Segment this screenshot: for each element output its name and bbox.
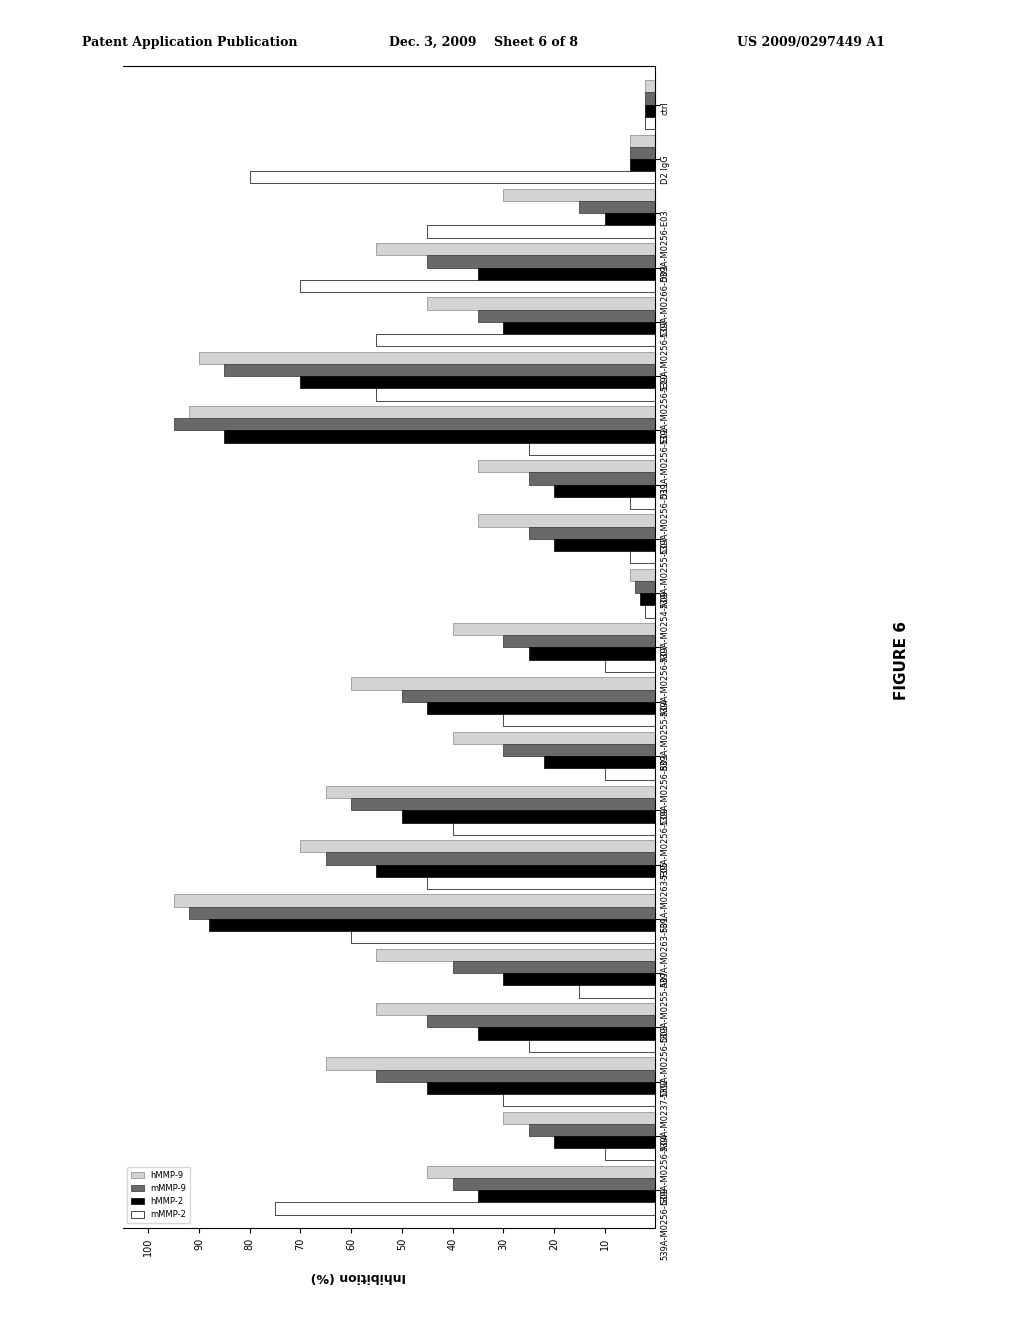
Bar: [188, 907, 655, 919]
Bar: [604, 660, 655, 672]
Bar: [503, 973, 655, 985]
Bar: [503, 744, 655, 756]
Bar: [351, 677, 655, 689]
Bar: [377, 388, 655, 400]
Bar: [554, 484, 655, 496]
Bar: [645, 104, 655, 117]
Bar: [528, 473, 655, 484]
Bar: [604, 214, 655, 226]
Bar: [453, 623, 655, 635]
Bar: [528, 1040, 655, 1052]
Bar: [427, 1015, 655, 1027]
Bar: [326, 1057, 655, 1069]
Bar: [528, 527, 655, 539]
Bar: [544, 756, 655, 768]
Bar: [427, 876, 655, 890]
Bar: [478, 268, 655, 280]
Bar: [478, 515, 655, 527]
Bar: [630, 147, 655, 158]
Bar: [351, 799, 655, 810]
Bar: [224, 364, 655, 376]
Bar: [427, 1081, 655, 1094]
Bar: [503, 714, 655, 726]
Bar: [224, 430, 655, 442]
Bar: [401, 810, 655, 822]
Bar: [580, 985, 655, 998]
Bar: [377, 949, 655, 961]
Bar: [199, 351, 655, 364]
Bar: [300, 280, 655, 292]
Bar: [209, 919, 655, 931]
Legend: hMMP-9, mMMP-9, hMMP-2, mMMP-2: hMMP-9, mMMP-9, hMMP-2, mMMP-2: [127, 1167, 190, 1224]
Bar: [453, 731, 655, 744]
Bar: [427, 1166, 655, 1177]
Bar: [478, 1191, 655, 1203]
Bar: [503, 189, 655, 201]
Bar: [630, 552, 655, 564]
Text: Dec. 3, 2009    Sheet 6 of 8: Dec. 3, 2009 Sheet 6 of 8: [389, 36, 579, 49]
Bar: [528, 1123, 655, 1137]
Bar: [640, 593, 655, 606]
Bar: [377, 334, 655, 346]
Bar: [503, 322, 655, 334]
Text: US 2009/0297449 A1: US 2009/0297449 A1: [737, 36, 885, 49]
Bar: [453, 961, 655, 973]
Bar: [377, 865, 655, 876]
Bar: [503, 635, 655, 648]
Bar: [427, 255, 655, 268]
Bar: [377, 1069, 655, 1081]
Text: FIGURE 6: FIGURE 6: [894, 620, 908, 700]
Bar: [377, 243, 655, 255]
Bar: [427, 226, 655, 238]
Bar: [377, 1003, 655, 1015]
Bar: [503, 1094, 655, 1106]
Bar: [351, 931, 655, 944]
Bar: [326, 785, 655, 799]
Bar: [604, 1148, 655, 1160]
Bar: [645, 81, 655, 92]
Bar: [528, 442, 655, 455]
Bar: [326, 853, 655, 865]
Bar: [427, 297, 655, 310]
Bar: [580, 201, 655, 214]
Bar: [554, 539, 655, 552]
Bar: [250, 172, 655, 183]
Bar: [453, 822, 655, 834]
Bar: [401, 689, 655, 702]
Bar: [478, 1027, 655, 1040]
Text: Patent Application Publication: Patent Application Publication: [82, 36, 297, 49]
Bar: [630, 569, 655, 581]
Bar: [478, 310, 655, 322]
Bar: [645, 117, 655, 129]
Bar: [503, 1111, 655, 1123]
Bar: [630, 496, 655, 510]
Bar: [453, 1177, 655, 1191]
Bar: [478, 461, 655, 473]
Bar: [275, 1203, 655, 1214]
Text: Inhibition (%): Inhibition (%): [310, 1270, 407, 1283]
Bar: [528, 648, 655, 660]
Bar: [645, 92, 655, 104]
Bar: [645, 606, 655, 618]
Bar: [635, 581, 655, 593]
Bar: [604, 768, 655, 780]
Bar: [174, 418, 655, 430]
Bar: [427, 702, 655, 714]
Bar: [630, 158, 655, 172]
Bar: [300, 376, 655, 388]
Bar: [188, 407, 655, 418]
Bar: [554, 1137, 655, 1148]
Bar: [174, 895, 655, 907]
Bar: [630, 135, 655, 147]
Bar: [300, 840, 655, 853]
